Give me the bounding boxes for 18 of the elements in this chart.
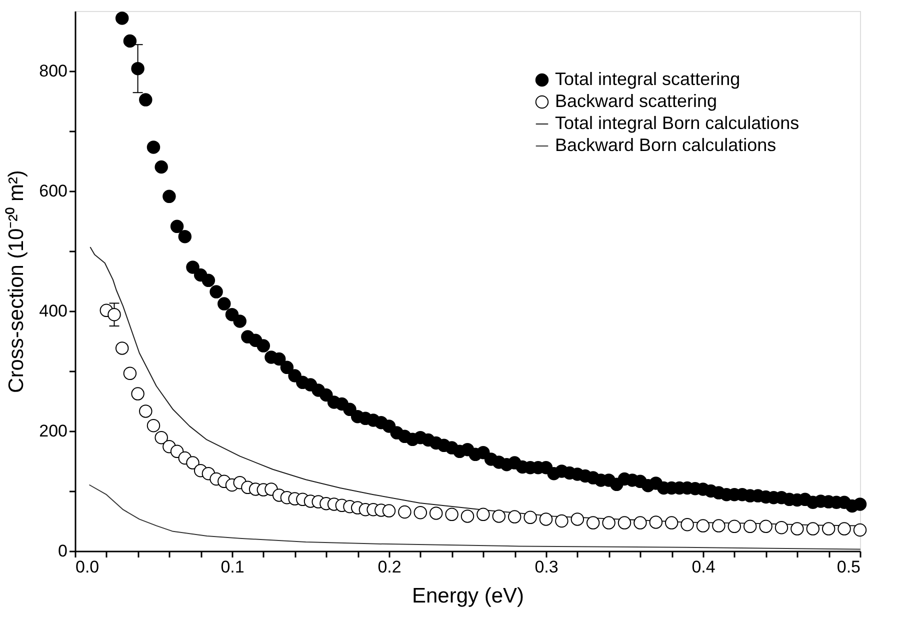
legend-label: Backward scattering xyxy=(555,91,718,111)
x-tick-label: 0.4 xyxy=(692,558,716,576)
line-series xyxy=(89,484,860,550)
y-tick-label: 400 xyxy=(39,302,68,320)
legend-label: Backward Born calculations xyxy=(555,135,776,155)
x-tick-label: 0.1 xyxy=(220,558,244,576)
y-tick-label: 200 xyxy=(39,422,68,440)
y-tick-label: 600 xyxy=(39,182,68,200)
y-axis-title: Cross-section (10⁻²⁰ m²) xyxy=(5,170,28,393)
x-tick-label: 0.3 xyxy=(534,558,558,576)
y-tick-label: 0 xyxy=(58,542,68,560)
x-axis-title: Energy (eV) xyxy=(412,584,524,608)
legend-label: Total integral scattering xyxy=(555,69,740,89)
x-tick-label: 0.0 xyxy=(76,558,100,576)
x-tick-label: 0.2 xyxy=(378,558,402,576)
legend-label: Total integral Born calculations xyxy=(555,113,800,133)
x-tick-label: 0.5 xyxy=(836,558,860,576)
y-tick-label: 800 xyxy=(39,62,68,80)
